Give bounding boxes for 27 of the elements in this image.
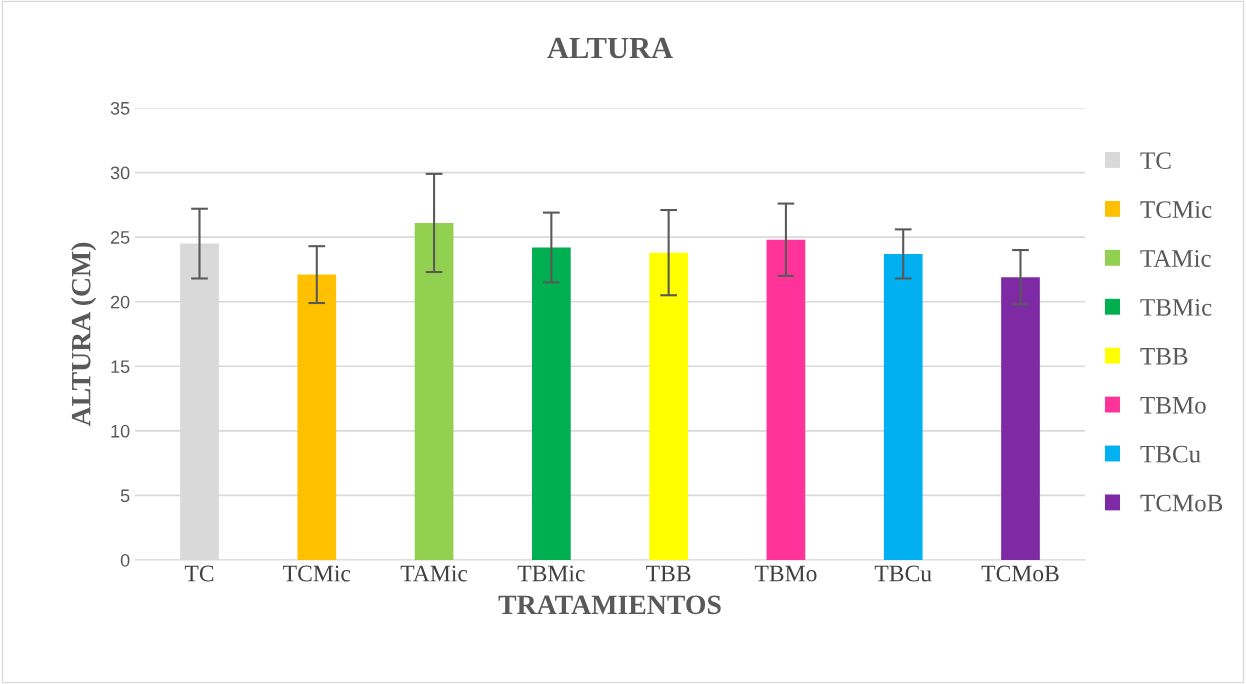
x-tick-label: TBCu xyxy=(874,565,932,582)
y-tick-label: 0 xyxy=(120,553,130,567)
x-tick-label: TCMic xyxy=(283,565,351,582)
legend-label: TBCu xyxy=(1140,445,1201,463)
y-tick-label: 15 xyxy=(111,360,130,374)
y-tick-label: 20 xyxy=(110,295,130,309)
legend-label: TBMic xyxy=(1140,299,1212,316)
x-tick-label: TBMo xyxy=(754,565,817,582)
x-axis-title: TRATAMIENTOS xyxy=(498,595,721,615)
y-tick-label: 25 xyxy=(110,231,130,244)
legend-label: TC xyxy=(1140,152,1171,170)
y-tick-label: 5 xyxy=(120,489,130,503)
y-tick-label: 35 xyxy=(110,101,130,115)
legend-label: TBMo xyxy=(1140,397,1206,414)
legend-label: TAMic xyxy=(1140,250,1211,267)
x-tick-label: TC xyxy=(184,565,214,582)
y-tick-label: 30 xyxy=(110,166,130,180)
chart-title: ALTURA xyxy=(547,37,673,59)
y-tick-label: 10 xyxy=(111,424,130,438)
y-axis-title: ALTURA (CM) xyxy=(70,242,97,427)
legend-label: TCMoB xyxy=(1140,494,1223,512)
x-tick-label: TBMic xyxy=(517,565,585,582)
x-tick-label: TAMic xyxy=(400,565,468,582)
legend-label: TBB xyxy=(1140,348,1188,365)
legend-label: TCMic xyxy=(1140,201,1212,218)
x-tick-label: TCMoB xyxy=(981,565,1059,582)
x-tick-label: TBB xyxy=(646,565,691,582)
